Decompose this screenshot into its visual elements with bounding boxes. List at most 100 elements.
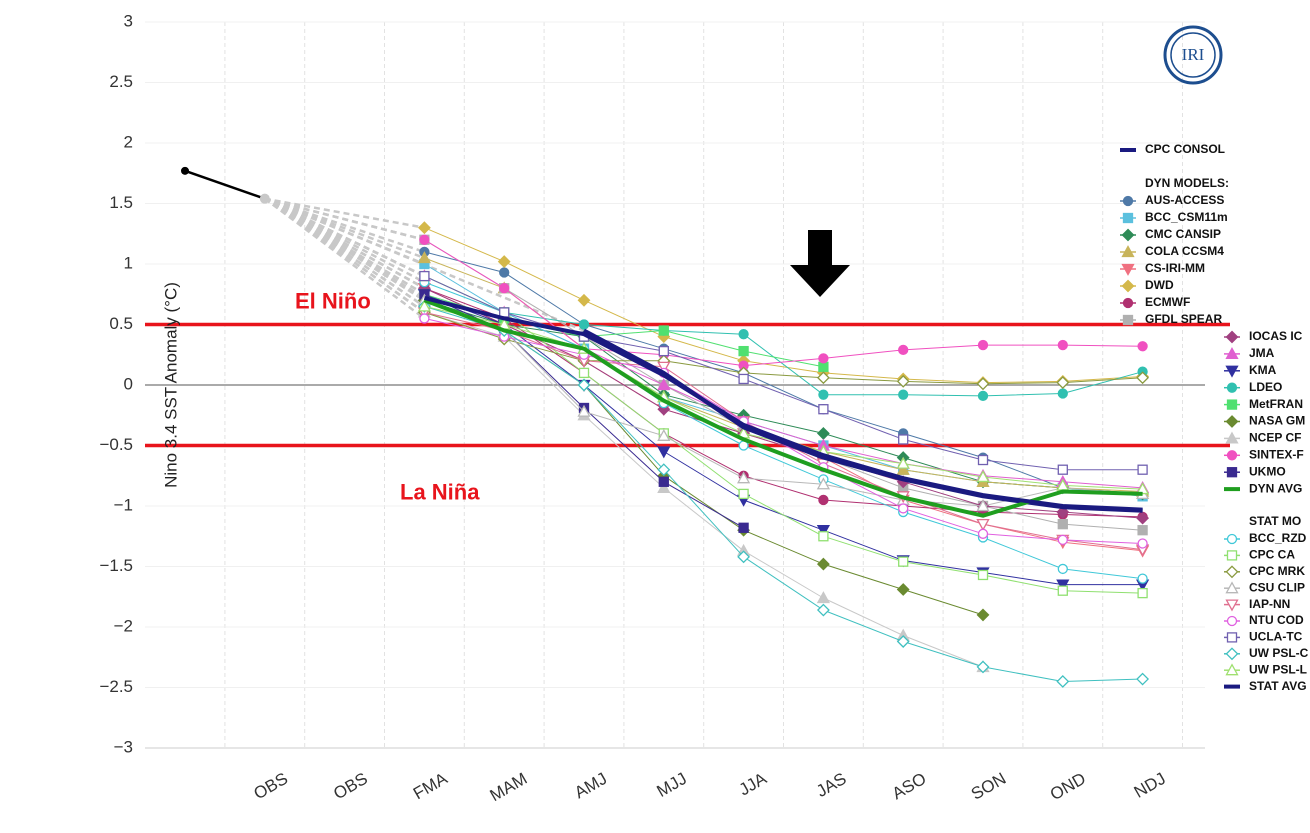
legend-label: CS-IRI-MM xyxy=(1145,261,1205,275)
y-tick-label: 3 xyxy=(124,11,133,30)
marker xyxy=(1056,376,1070,389)
marker xyxy=(1137,538,1148,549)
marker xyxy=(577,404,591,417)
legend-label: IAP-NN xyxy=(1249,597,1290,611)
legend-label: GFDL SPEAR xyxy=(1145,312,1222,326)
legend-label: UKMO xyxy=(1249,464,1286,478)
marker xyxy=(657,446,671,459)
marker xyxy=(419,313,430,324)
marker xyxy=(1122,195,1134,207)
series-line xyxy=(423,298,1143,518)
connector xyxy=(264,197,426,299)
marker xyxy=(1137,573,1148,584)
legend-label: DWD xyxy=(1145,278,1174,292)
marker xyxy=(1136,672,1150,686)
marker xyxy=(976,377,990,391)
legend-label: KMA xyxy=(1249,363,1277,377)
y-tick-label: 0.5 xyxy=(109,314,133,333)
y-tick-label: −3 xyxy=(114,737,133,756)
marker xyxy=(1137,464,1148,475)
legend-label: MetFRAN xyxy=(1249,397,1303,411)
marker xyxy=(896,374,910,388)
marker xyxy=(1056,579,1070,592)
series-line xyxy=(424,239,1143,367)
marker xyxy=(1226,467,1238,478)
legend-label: DYN AVG xyxy=(1249,481,1302,495)
marker xyxy=(738,373,749,385)
marker xyxy=(1226,450,1238,461)
marker xyxy=(816,371,830,385)
marker xyxy=(738,522,749,533)
marker xyxy=(578,367,590,379)
marker xyxy=(818,389,829,400)
legend-label: UCLA-TC xyxy=(1249,630,1303,644)
series-line xyxy=(424,281,1143,580)
legend-label: LDEO xyxy=(1249,380,1282,394)
y-tick-label: 1 xyxy=(124,253,133,272)
marker xyxy=(1137,341,1148,352)
series-line xyxy=(424,311,984,668)
marker xyxy=(1121,263,1135,276)
y-tick-label: 2 xyxy=(124,132,133,151)
legend-label: NASA GM xyxy=(1249,414,1305,428)
marker xyxy=(976,499,990,512)
legend-label: UW PSL-C xyxy=(1249,646,1309,660)
legend-label: IOCAS IC xyxy=(1249,329,1303,343)
logo-text: IRI xyxy=(1182,45,1205,64)
marker xyxy=(818,531,829,542)
marker xyxy=(816,525,830,538)
marker xyxy=(738,345,749,357)
legend-label: SINTEX-F xyxy=(1249,447,1304,461)
y-tick-label: −1 xyxy=(114,495,133,514)
marker xyxy=(577,293,591,307)
y-axis-title: Nino 3.4 SST Anomaly (°C) xyxy=(161,282,180,488)
marker xyxy=(417,221,431,235)
marker xyxy=(1136,371,1150,385)
y-tick-label: 1.5 xyxy=(109,193,133,212)
marker xyxy=(1225,565,1239,579)
marker xyxy=(657,428,671,441)
marker xyxy=(417,251,431,264)
marker xyxy=(1226,615,1238,627)
arrow xyxy=(790,230,850,297)
series-line xyxy=(424,251,1143,495)
marker xyxy=(657,463,671,477)
marker xyxy=(1137,587,1148,599)
y-tick-label: −2.5 xyxy=(99,677,133,696)
marker xyxy=(816,477,830,490)
connector xyxy=(264,197,425,254)
marker xyxy=(1225,647,1239,661)
legend-label: CMC CANSIP xyxy=(1145,227,1221,241)
marker xyxy=(977,390,989,402)
marker xyxy=(816,557,830,571)
marker xyxy=(1225,365,1239,378)
marker xyxy=(1122,212,1134,224)
y-tick-label: −1.5 xyxy=(99,556,133,575)
marker xyxy=(1226,550,1238,561)
logo-ring xyxy=(1163,25,1223,85)
legend-label: AUS-ACCESS xyxy=(1145,193,1224,207)
marker xyxy=(818,494,829,506)
observed-line xyxy=(184,169,266,200)
y-tick-label: 0 xyxy=(124,374,133,393)
marker xyxy=(658,476,669,487)
marker xyxy=(898,434,909,445)
marker xyxy=(977,454,989,466)
marker xyxy=(658,345,669,357)
marker xyxy=(1057,563,1068,575)
marker xyxy=(657,481,671,493)
marker xyxy=(976,470,990,483)
marker xyxy=(578,319,590,330)
marker xyxy=(738,329,749,340)
marker xyxy=(1225,347,1239,360)
marker xyxy=(1121,279,1135,293)
marker xyxy=(816,603,830,617)
connector xyxy=(264,197,425,229)
marker xyxy=(1225,415,1239,428)
series-line xyxy=(424,311,1143,385)
marker xyxy=(1057,534,1068,546)
connector xyxy=(264,197,425,260)
legend-label: BCC_RZD xyxy=(1249,531,1307,545)
marker xyxy=(497,255,511,268)
